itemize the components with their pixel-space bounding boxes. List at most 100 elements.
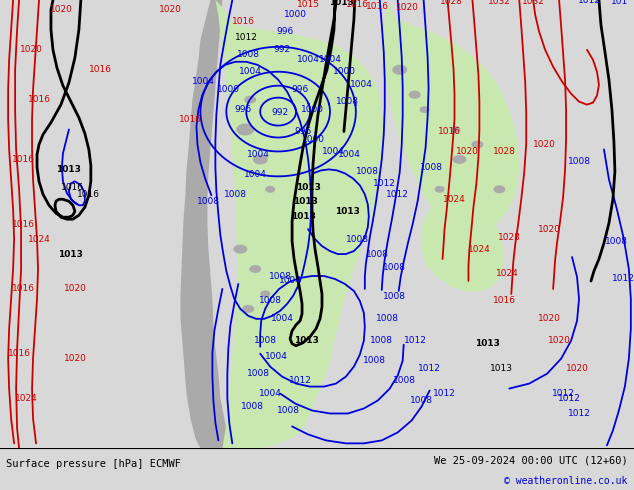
Ellipse shape: [420, 106, 430, 113]
Text: 1016: 1016: [8, 349, 30, 358]
Text: 1020: 1020: [548, 336, 571, 345]
Text: Surface pressure [hPa] ECMWF: Surface pressure [hPa] ECMWF: [6, 459, 181, 469]
Ellipse shape: [249, 265, 261, 273]
Text: 1008: 1008: [393, 376, 416, 385]
Ellipse shape: [392, 65, 407, 75]
Text: 992: 992: [273, 45, 291, 54]
Ellipse shape: [260, 291, 270, 297]
Ellipse shape: [472, 141, 483, 148]
Text: 1032: 1032: [522, 0, 545, 6]
Ellipse shape: [253, 154, 268, 165]
Ellipse shape: [233, 245, 247, 253]
Text: 1013: 1013: [475, 339, 500, 348]
Text: 1024: 1024: [468, 245, 491, 254]
Polygon shape: [216, 0, 384, 448]
Text: 101: 101: [611, 0, 628, 6]
Text: 1000: 1000: [302, 135, 325, 144]
Text: 1016: 1016: [179, 115, 202, 124]
Text: 1000: 1000: [333, 67, 356, 76]
Text: 1028: 1028: [498, 233, 521, 242]
Text: 1020: 1020: [566, 364, 588, 373]
Text: 1020: 1020: [20, 45, 42, 54]
Polygon shape: [420, 197, 503, 292]
Text: 1008: 1008: [356, 167, 379, 176]
Text: 1016: 1016: [366, 2, 389, 11]
Text: 1016: 1016: [89, 65, 112, 74]
Text: 1008: 1008: [276, 406, 300, 415]
Text: © weatheronline.co.uk: © weatheronline.co.uk: [504, 476, 628, 486]
Text: 996: 996: [292, 85, 309, 94]
Text: 1008: 1008: [366, 249, 389, 259]
Text: 1004: 1004: [265, 352, 288, 361]
Text: 1004: 1004: [247, 150, 269, 159]
Ellipse shape: [493, 185, 505, 193]
Text: 1016: 1016: [61, 183, 84, 192]
Text: 1004: 1004: [279, 276, 302, 286]
Text: 1008: 1008: [410, 396, 433, 405]
Text: 1013: 1013: [293, 197, 318, 206]
Ellipse shape: [265, 186, 275, 193]
Text: 1004: 1004: [351, 80, 373, 89]
Polygon shape: [382, 0, 519, 236]
Text: 1013: 1013: [330, 0, 354, 7]
Text: 1020: 1020: [533, 140, 555, 149]
Text: 1013: 1013: [294, 336, 318, 345]
Text: 1000: 1000: [301, 105, 323, 114]
Text: 1008: 1008: [376, 314, 399, 323]
Text: 1028: 1028: [493, 147, 515, 156]
Text: 1008: 1008: [247, 369, 269, 378]
Text: 1004: 1004: [259, 389, 281, 398]
Text: 1008: 1008: [346, 235, 370, 244]
Text: 1000: 1000: [283, 10, 307, 20]
Text: 1008: 1008: [197, 197, 220, 206]
Ellipse shape: [434, 186, 444, 193]
Text: 1013: 1013: [490, 364, 513, 373]
Text: 1016: 1016: [11, 220, 35, 229]
Text: 992: 992: [271, 108, 288, 117]
Text: 996: 996: [294, 127, 312, 136]
Text: 1008: 1008: [224, 190, 247, 199]
Text: 1020: 1020: [49, 5, 72, 15]
Text: 1008: 1008: [370, 336, 393, 345]
Text: 1028: 1028: [440, 0, 463, 6]
Text: 1032: 1032: [488, 0, 511, 6]
Text: 1012: 1012: [552, 389, 574, 398]
Text: 1012: 1012: [288, 376, 311, 385]
Text: 1013: 1013: [295, 183, 320, 192]
Text: 1008: 1008: [236, 50, 260, 59]
Text: 1024: 1024: [496, 270, 519, 278]
Text: 1004: 1004: [339, 150, 361, 159]
Text: 1000: 1000: [217, 85, 240, 94]
Text: 1024: 1024: [443, 195, 466, 204]
Text: 1008: 1008: [383, 293, 406, 301]
Text: 1012: 1012: [386, 190, 409, 199]
Text: 1012: 1012: [373, 179, 396, 188]
Ellipse shape: [409, 91, 420, 98]
Text: We 25-09-2024 00:00 UTC (12+60): We 25-09-2024 00:00 UTC (12+60): [434, 456, 628, 466]
Text: 1020: 1020: [456, 147, 479, 156]
Ellipse shape: [453, 155, 467, 164]
Text: 996: 996: [235, 105, 252, 114]
Ellipse shape: [451, 126, 460, 133]
Text: 1024: 1024: [28, 235, 50, 244]
Text: 1012: 1012: [404, 336, 427, 345]
Text: 1008: 1008: [383, 263, 406, 271]
Text: 1016: 1016: [346, 0, 370, 9]
Text: 1020: 1020: [396, 3, 419, 12]
Text: 1013: 1013: [58, 249, 83, 259]
Text: 1004: 1004: [192, 77, 215, 86]
Text: 1008: 1008: [269, 272, 292, 281]
Text: 1013: 1013: [290, 212, 316, 220]
Text: 1016: 1016: [232, 18, 255, 26]
Text: 1020: 1020: [159, 5, 182, 15]
Text: 1016: 1016: [11, 284, 35, 294]
Polygon shape: [181, 0, 230, 448]
Text: 1008: 1008: [259, 296, 281, 305]
Text: 1012: 1012: [578, 0, 600, 4]
Text: 1013: 1013: [56, 165, 81, 174]
Text: 1016: 1016: [493, 296, 516, 305]
Text: 1024: 1024: [15, 394, 37, 403]
Text: 1012: 1012: [235, 33, 257, 42]
Ellipse shape: [242, 305, 254, 313]
Text: 1013: 1013: [335, 207, 360, 216]
